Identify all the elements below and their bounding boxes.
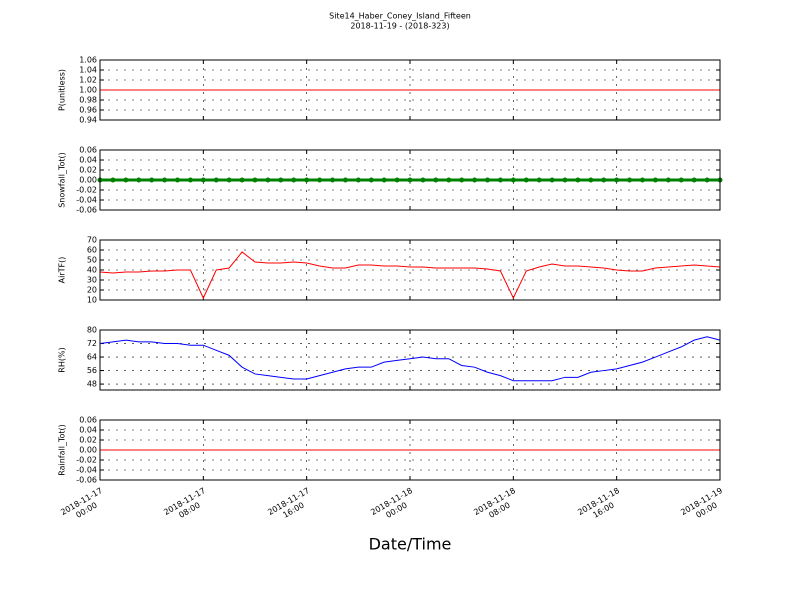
data-point [394, 177, 400, 183]
y-axis-label: AirTF() [58, 257, 67, 284]
y-tick-label: -0.06 [76, 206, 97, 215]
data-point [485, 177, 490, 183]
y-tick-label: 64 [87, 353, 97, 362]
data-point [575, 177, 581, 183]
y-tick-label: 1.00 [79, 86, 97, 95]
data-point [136, 177, 142, 183]
data-point [175, 177, 180, 183]
y-tick-label: 50 [87, 256, 97, 265]
data-point [601, 177, 607, 183]
data-point [265, 177, 271, 183]
data-point [652, 177, 658, 183]
data-point [110, 177, 116, 183]
y-tick-label: -0.06 [76, 476, 97, 485]
data-point [420, 177, 426, 183]
chart-subtitle: 2018-11-19 - (2018-323) [350, 22, 449, 31]
data-point [640, 177, 645, 183]
data-point [162, 177, 168, 183]
data-point [433, 177, 439, 183]
y-tick-label: 30 [87, 276, 97, 285]
data-point [239, 177, 245, 183]
data-point [510, 177, 516, 183]
y-tick-label: 0.02 [79, 436, 97, 445]
y-tick-label: 0.06 [79, 146, 97, 155]
y-tick-label: 0.04 [79, 426, 97, 435]
data-point [213, 177, 219, 183]
y-axis-label: P(unitless) [58, 69, 67, 111]
y-tick-label: -0.04 [76, 196, 97, 205]
data-point [278, 177, 284, 183]
y-axis-label: Rainfall_Tot() [58, 424, 67, 476]
data-point [187, 177, 193, 183]
plot-frame [99, 419, 721, 481]
y-tick-label: 0.06 [79, 416, 97, 425]
y-tick-label: 56 [87, 366, 97, 375]
y-tick-label: 0.94 [79, 116, 97, 125]
plot-frame [99, 59, 721, 121]
data-point [614, 177, 620, 183]
plot-frame [99, 239, 721, 301]
data-point [523, 177, 529, 183]
data-point [459, 177, 465, 183]
chart-title: Site14_Haber_Coney_Island_Fifteen [329, 12, 471, 21]
y-tick-label: 0.98 [79, 96, 97, 105]
y-tick-label: 0.04 [79, 156, 97, 165]
data-point [472, 177, 478, 183]
data-point [665, 177, 671, 183]
data-point [317, 177, 323, 183]
data-line [99, 336, 721, 382]
y-tick-label: 60 [87, 246, 97, 255]
data-point [407, 177, 413, 183]
data-line [99, 251, 721, 300]
data-point [381, 177, 387, 183]
y-tick-label: 1.02 [79, 76, 97, 85]
y-tick-label: 0.96 [79, 106, 97, 115]
data-point [549, 177, 555, 183]
data-point [588, 177, 594, 183]
data-point [368, 177, 374, 183]
data-point [497, 177, 503, 183]
data-point [123, 177, 129, 183]
data-point [536, 177, 542, 183]
y-tick-label: -0.02 [76, 456, 97, 465]
y-tick-label: 48 [87, 380, 97, 389]
data-point [304, 177, 310, 183]
y-tick-label: 1.04 [79, 66, 97, 75]
y-tick-label: -0.04 [76, 466, 97, 475]
y-axis-label: Snowfall_Tot() [58, 152, 67, 208]
y-tick-label: 80 [87, 326, 97, 335]
y-tick-label: 40 [87, 266, 97, 275]
data-point [252, 177, 258, 183]
data-point [562, 177, 568, 183]
y-tick-label: 70 [87, 236, 97, 245]
y-tick-label: 20 [87, 286, 97, 295]
data-point [342, 177, 348, 183]
data-point [691, 177, 697, 183]
data-point [200, 177, 206, 183]
y-tick-label: -0.02 [76, 186, 97, 195]
data-point [355, 177, 361, 183]
y-tick-label: 0.00 [79, 176, 97, 185]
data-point [291, 177, 297, 183]
y-tick-label: 1.06 [79, 56, 97, 65]
y-tick-label: 10 [87, 296, 97, 305]
y-tick-label: 0.02 [79, 166, 97, 175]
y-tick-label: 0.00 [79, 446, 97, 455]
data-point [446, 177, 452, 183]
data-point [627, 177, 633, 183]
y-tick-label: 72 [87, 339, 97, 348]
data-point [678, 177, 684, 183]
data-point [330, 177, 335, 183]
y-axis-label: RH(%) [58, 347, 67, 372]
plot-frame [99, 329, 721, 391]
data-point [704, 177, 710, 183]
data-point [149, 177, 155, 183]
data-point [226, 177, 232, 183]
plot-frame [99, 149, 721, 211]
x-axis-label: Date/Time [369, 535, 452, 554]
